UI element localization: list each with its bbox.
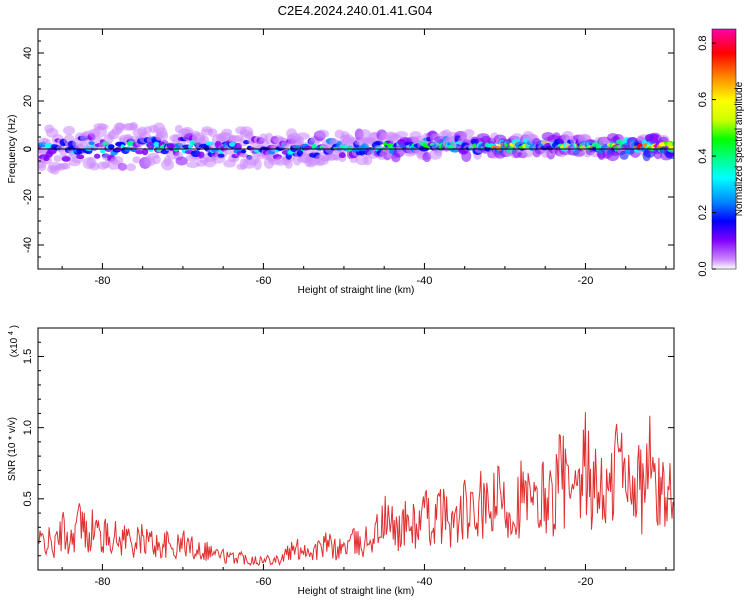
spectrogram-cell bbox=[141, 148, 149, 156]
spectrogram-cell bbox=[190, 150, 201, 158]
colorbar-gradient bbox=[711, 28, 737, 270]
snr-multiplier-close: ) bbox=[9, 325, 20, 328]
spectrogram-ytick-label: -20 bbox=[22, 189, 34, 205]
spectrogram-cell bbox=[296, 132, 310, 140]
snr-frame bbox=[37, 327, 675, 571]
snr-ytick-label: 1.5 bbox=[22, 349, 34, 364]
spectrogram-xtick-label: -20 bbox=[577, 275, 593, 287]
spectrogram-cell bbox=[107, 144, 115, 149]
spectrogram-cell bbox=[53, 155, 62, 163]
spectrogram-ylabel: Frequency (Hz) bbox=[7, 115, 18, 184]
spectrogram-xtick-label: -80 bbox=[94, 275, 110, 287]
snr-ytick-label: 0.5 bbox=[22, 491, 34, 506]
spectrogram-cell bbox=[338, 152, 346, 159]
spectrogram-cell bbox=[284, 158, 293, 169]
spectrogram-cell bbox=[316, 129, 330, 139]
snr-multiplier-exp: 4 bbox=[8, 331, 15, 335]
spectrogram-cell bbox=[97, 123, 109, 131]
spectrogram-cell bbox=[253, 158, 262, 171]
spectrogram-cell bbox=[153, 141, 160, 148]
colorbar: 0.0 0.2 0.4 0.6 0.8 Normalized spectral ampl… bbox=[697, 28, 745, 277]
spectrogram-cell bbox=[217, 153, 225, 158]
spectrogram-cell bbox=[93, 153, 101, 159]
spectrogram-cell bbox=[572, 149, 586, 157]
spectrogram-ytick-label: 20 bbox=[22, 95, 34, 107]
spectrogram-xtick-label: -40 bbox=[416, 275, 432, 287]
spectrogram-cell bbox=[114, 122, 125, 133]
colorbar-ticks: 0.0 0.2 0.4 0.6 0.8 bbox=[697, 35, 716, 277]
spectrogram-cell bbox=[349, 156, 358, 164]
spectrogram-cell bbox=[359, 149, 366, 156]
spectrogram-cell bbox=[100, 148, 106, 154]
spectrogram-cell bbox=[666, 141, 673, 147]
colorbar-tick-label: 0.8 bbox=[697, 35, 709, 50]
spectrogram-cell bbox=[461, 150, 472, 163]
colorbar-label: Normalized spectral amplitude bbox=[734, 81, 745, 216]
spectrogram-cell bbox=[241, 149, 247, 154]
colorbar-tick-label: 0.2 bbox=[697, 205, 709, 220]
spectrogram-xlabel: Height of straight line (km) bbox=[298, 285, 415, 296]
snr-multiplier-base: (x10 bbox=[9, 337, 20, 357]
snr-ylabel: SNR (10 * v/v) bbox=[7, 417, 18, 481]
spectrogram-cell bbox=[175, 156, 188, 166]
spectrogram-cell bbox=[61, 156, 71, 162]
spectrogram-cell bbox=[88, 141, 95, 146]
colorbar-tick-label: 0.0 bbox=[697, 261, 709, 276]
spectrogram-cell bbox=[63, 125, 75, 135]
colorbar-tick-label: 0.6 bbox=[697, 92, 709, 107]
spectrogram-ytick-label: 0 bbox=[22, 146, 34, 152]
snr-series-line bbox=[38, 412, 674, 567]
spectrogram-cell bbox=[358, 129, 371, 140]
spectrogram-cell bbox=[110, 155, 124, 166]
snr-plot-area bbox=[38, 328, 674, 570]
snr-xtick-label: -20 bbox=[577, 576, 593, 588]
spectrogram-cell bbox=[156, 127, 168, 139]
spectrogram-cell bbox=[118, 163, 127, 171]
spectrogram-cell bbox=[135, 150, 144, 155]
snr-xlabel: Height of straight line (km) bbox=[298, 586, 415, 597]
spectrogram-cell bbox=[151, 155, 161, 165]
spectrogram-ytick-label: -40 bbox=[22, 237, 34, 253]
spectrogram-cell bbox=[126, 163, 136, 172]
spectrogram-cell bbox=[129, 121, 139, 131]
spectrogram-cell bbox=[228, 142, 237, 147]
spectrogram-cell bbox=[61, 162, 71, 170]
snr-multiplier: (x10 4 ) bbox=[5, 325, 20, 357]
snr-panel: -80 -60 -40 -20 0.5 1.0 1.5 Height of straight… bbox=[5, 325, 675, 597]
spectrogram-cell bbox=[395, 130, 408, 139]
spectrogram-cell bbox=[76, 154, 85, 160]
spectrogram-cell bbox=[463, 128, 475, 138]
snr-ticks: -80 -60 -40 -20 0.5 1.0 1.5 bbox=[22, 328, 674, 588]
spectrogram-xtick-label: -60 bbox=[255, 275, 271, 287]
snr-xtick-label: -60 bbox=[255, 576, 271, 588]
figure-title: C2E4.2024.240.01.41.G04 bbox=[278, 3, 433, 18]
spectrogram-cell bbox=[132, 156, 141, 164]
spectrogram-ytick-label: 40 bbox=[22, 47, 34, 59]
spectrogram-cell bbox=[188, 144, 193, 149]
colorbar-tick-label: 0.4 bbox=[697, 148, 709, 163]
spectrogram-ytick-label: 0 bbox=[22, 146, 34, 152]
snr-xtick-label: -40 bbox=[416, 576, 432, 588]
spectrogram-heatmap bbox=[38, 121, 674, 175]
snr-xtick-label: -80 bbox=[94, 576, 110, 588]
spectrogram-cell bbox=[239, 152, 249, 158]
spectrogram-cell bbox=[89, 162, 100, 171]
snr-ytick-label: 1.0 bbox=[22, 420, 34, 435]
